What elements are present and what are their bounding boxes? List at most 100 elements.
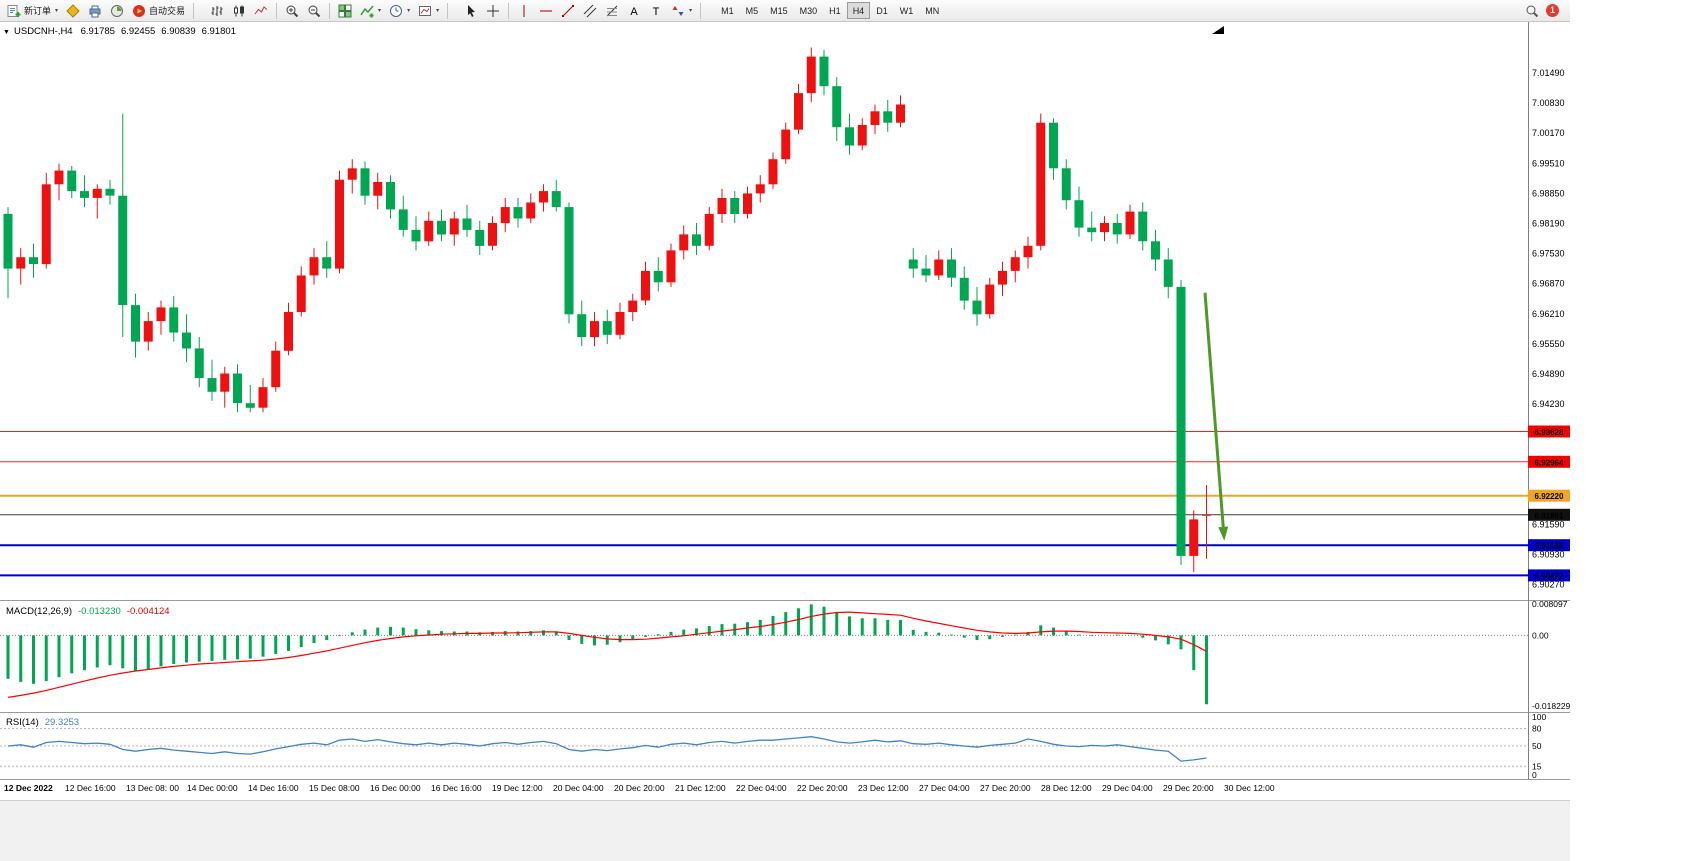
- svg-text:6.91801: 6.91801: [1535, 511, 1564, 520]
- svg-text:6.97530: 6.97530: [1532, 249, 1565, 259]
- time-axis-label: 19 Dec 12:00: [492, 783, 543, 793]
- time-axis-label: 16 Dec 16:00: [431, 783, 482, 793]
- price-axis[interactable]: 7.01490 7.00830 7.00170 6.99510 6.98850 6.981…: [1528, 68, 1570, 780]
- label-tool-icon: T: [653, 6, 660, 18]
- time-axis-label: 27 Dec 04:00: [919, 783, 970, 793]
- svg-text:6.98190: 6.98190: [1532, 219, 1565, 229]
- svg-text:15: 15: [1532, 761, 1542, 771]
- tile-windows-button[interactable]: [334, 1, 356, 21]
- notification-badge[interactable]: 1: [1546, 4, 1559, 17]
- timeframe-m30-button[interactable]: M30: [794, 2, 824, 19]
- candlestick-series: [3, 47, 1211, 572]
- time-axis-label: 29 Dec 20:00: [1163, 783, 1214, 793]
- time-axis-label: 12 Dec 2022: [4, 783, 53, 793]
- time-axis-label: 14 Dec 16:00: [248, 783, 299, 793]
- time-axis-label: 22 Dec 04:00: [736, 783, 787, 793]
- time-axis-label: 22 Dec 20:00: [797, 783, 848, 793]
- zoom-out-icon: [308, 5, 321, 17]
- rsi-panel: [0, 728, 1528, 767]
- svg-text:7.01490: 7.01490: [1532, 68, 1565, 78]
- search-icon[interactable]: [1525, 4, 1539, 18]
- caret-down-icon: ▾: [378, 8, 382, 14]
- horizontal-line-tool-button[interactable]: [535, 1, 557, 21]
- timeframe-d1-button[interactable]: D1: [870, 2, 894, 19]
- vertical-line-tool-button[interactable]: [513, 1, 535, 21]
- timeframe-w1-button[interactable]: W1: [894, 2, 920, 19]
- print-button[interactable]: [84, 1, 106, 21]
- svg-text:6.98850: 6.98850: [1532, 188, 1565, 198]
- new-order-button[interactable]: 新订单 ▾: [3, 1, 62, 21]
- down-arrow[interactable]: [1203, 292, 1229, 541]
- caret-down-icon: ▾: [689, 8, 693, 14]
- new-order-icon: [7, 4, 21, 17]
- trendline-tool-button[interactable]: [557, 1, 579, 21]
- time-axis[interactable]: 12 Dec 2022 12 Dec 16:00 13 Dec 08: 00 14 D…: [4, 783, 1275, 793]
- time-axis-label: 27 Dec 20:00: [980, 783, 1031, 793]
- svg-text:6.95550: 6.95550: [1532, 339, 1565, 349]
- toolbar-separator: [276, 2, 278, 19]
- macd-label: MACD(12,26,9) -0.013230 -0.004124: [6, 606, 170, 617]
- price-badge: [1528, 425, 1570, 438]
- trend-arrow-annotation[interactable]: [1203, 292, 1229, 541]
- indicators-button[interactable]: ▾: [356, 1, 385, 21]
- time-axis-label: 20 Dec 20:00: [614, 783, 665, 793]
- label-tool-button[interactable]: T: [645, 1, 667, 21]
- bar-chart-button[interactable]: [206, 1, 228, 21]
- metaeditor-button[interactable]: [62, 1, 84, 21]
- templates-icon: [419, 5, 432, 16]
- text-tool-icon: A: [630, 6, 638, 18]
- vertical-line-icon: [523, 4, 525, 17]
- channel-tool-button[interactable]: [579, 1, 601, 21]
- indicators-icon: [360, 5, 374, 17]
- price-level-lines[interactable]: [0, 431, 1528, 577]
- zoom-out-button[interactable]: [303, 1, 325, 21]
- toolbar-right-group: 1: [1525, 4, 1559, 18]
- line-chart-icon: [254, 5, 268, 14]
- timeframe-m1-button[interactable]: M1: [715, 2, 740, 19]
- chart-area[interactable]: 7.01490 7.00830 7.00170 6.99510 6.98850 6.981…: [0, 22, 1570, 800]
- time-axis-label: 14 Dec 00:00: [187, 783, 238, 793]
- chart-shift-marker[interactable]: [1212, 26, 1224, 34]
- caret-down-icon: ▾: [436, 8, 440, 14]
- equidistant-channel-icon: [583, 4, 597, 17]
- svg-text:7.00170: 7.00170: [1532, 128, 1565, 138]
- timeframe-h1-button[interactable]: H1: [823, 2, 847, 19]
- symbol-dropdown-icon[interactable]: ▼: [3, 29, 10, 36]
- svg-text:100: 100: [1532, 712, 1546, 722]
- svg-text:0.008097: 0.008097: [1532, 599, 1568, 609]
- svg-text:-0.018229: -0.018229: [1532, 701, 1570, 711]
- time-axis-label: 12 Dec 16:00: [65, 783, 116, 793]
- svg-text:50: 50: [1532, 741, 1542, 751]
- zoom-in-icon: [286, 5, 299, 17]
- timeframe-m15-button[interactable]: M15: [764, 2, 794, 19]
- timeframe-h4-button[interactable]: H4: [846, 2, 871, 19]
- macd-panel: [0, 604, 1528, 705]
- arrows-tool-button[interactable]: ▾: [667, 1, 696, 21]
- svg-text:6.93628: 6.93628: [1535, 428, 1564, 437]
- toolbar-separator: [700, 2, 702, 19]
- time-axis-label: 13 Dec 08: 00: [126, 783, 179, 793]
- templates-button[interactable]: ▾: [414, 1, 443, 21]
- zoom-in-button[interactable]: [281, 1, 303, 21]
- time-axis-label: 20 Dec 04:00: [553, 783, 604, 793]
- market-watch-button[interactable]: [106, 1, 128, 21]
- time-axis-label: 29 Dec 04:00: [1102, 783, 1153, 793]
- periods-clock-icon: [390, 4, 403, 17]
- crosshair-button[interactable]: [482, 1, 504, 21]
- status-bar: [0, 800, 1570, 861]
- fibonacci-tool-button[interactable]: [601, 1, 623, 21]
- line-chart-button[interactable]: [250, 1, 272, 21]
- svg-text:6.91590: 6.91590: [1532, 520, 1565, 530]
- cursor-button[interactable]: [460, 1, 482, 21]
- timeframe-mn-button[interactable]: MN: [919, 2, 945, 19]
- arrows-tool-icon: [672, 5, 684, 16]
- crosshair-icon: [487, 4, 500, 17]
- candlestick-chart-button[interactable]: [228, 1, 250, 21]
- svg-text:T: T: [653, 6, 660, 18]
- periods-button[interactable]: ▾: [385, 1, 414, 21]
- text-tool-button[interactable]: A: [623, 1, 645, 21]
- svg-text:0.00: 0.00: [1532, 630, 1549, 640]
- auto-trading-button[interactable]: 自动交易: [128, 1, 189, 21]
- timeframe-m5-button[interactable]: M5: [740, 2, 765, 19]
- horizontal-line-icon: [540, 10, 553, 11]
